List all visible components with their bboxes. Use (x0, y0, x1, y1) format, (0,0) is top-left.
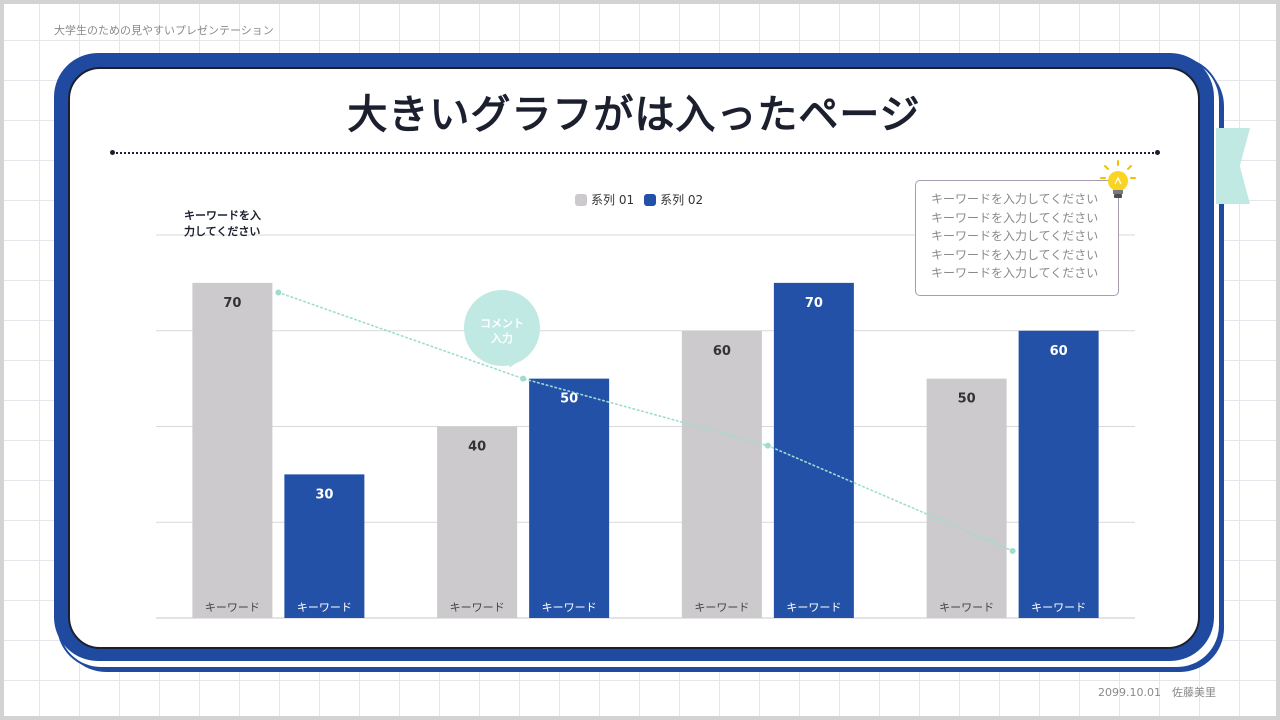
bar-category-label: キーワード (297, 601, 352, 614)
trend-point (520, 375, 527, 382)
lightbulb-icon (1100, 160, 1136, 198)
text-box-line: キーワードを入力してください (931, 266, 1099, 281)
bar-value-label: 60 (713, 344, 731, 359)
legend-item-series-1: 系列 01 (575, 191, 634, 208)
bar-value-label: 70 (223, 296, 241, 311)
bar-value-label: 50 (560, 392, 578, 407)
comment-bubble: コメント 入力 (464, 290, 540, 366)
text-box-line: キーワードを入力してください (931, 210, 1099, 225)
trend-line-path (277, 291, 1014, 552)
bar-series-2 (773, 282, 854, 618)
bar-series-1 (926, 378, 1007, 618)
bar-series-2 (1018, 330, 1099, 618)
bar-value-label: 50 (958, 392, 976, 407)
footer-date-author: 2099.10.01 佐藤美里 (1098, 686, 1216, 699)
bar-series-1 (192, 282, 273, 618)
legend-label-series-2: 系列 02 (660, 193, 704, 207)
trend-point (1009, 547, 1016, 554)
legend-label-series-1: 系列 01 (591, 193, 635, 207)
chart-bars: 70 キーワード 30 キーワード 40 キーワード 50 キーワード 60 キーワード 70 キーワ… (192, 282, 1099, 618)
title-divider (110, 150, 1160, 155)
bar-category-label: キーワード (939, 601, 994, 614)
chart-legend: 系列 01 系列 02 (575, 191, 703, 208)
trend-point (275, 289, 282, 296)
bar-category-label: キーワード (786, 601, 841, 614)
bar-category-label: キーワード (1031, 601, 1086, 614)
chart-annotation: キーワードを入 力してください (184, 209, 261, 238)
legend-swatch-series-2 (644, 193, 657, 206)
bar-category-label: キーワード (205, 601, 260, 614)
bar-value-label: 60 (1050, 344, 1068, 359)
text-box-line: キーワードを入力してください (931, 192, 1099, 206)
comment-bubble-text: コメント 入力 (480, 317, 524, 345)
bar-value-label: 40 (468, 440, 486, 455)
text-box-line: キーワードを入力してください (931, 229, 1099, 244)
keyword-text-box: キーワードを入力してください キーワードを入力してください キーワードを入力して… (915, 180, 1119, 296)
trend-line (275, 289, 1016, 554)
legend-item-series-2: 系列 02 (644, 191, 703, 208)
bar-value-label: 30 (315, 487, 333, 502)
legend-swatch-series-1 (575, 193, 587, 206)
bar-value-label: 70 (805, 296, 823, 311)
trend-point (764, 442, 771, 449)
text-box-line: キーワードを入力してください (931, 247, 1099, 262)
page-title: 大きいグラフがは入ったページ (347, 92, 921, 138)
bar-category-label: キーワード (694, 601, 749, 614)
bar-series-2 (529, 378, 610, 618)
bar-series-1 (681, 330, 762, 618)
bar-series-2 (284, 474, 365, 618)
presentation-header: 大学生のための見やすいプレゼンテーション (54, 24, 274, 37)
bar-series-1 (437, 426, 518, 618)
bar-category-label: キーワード (450, 601, 505, 614)
bar-category-label: キーワード (542, 601, 597, 614)
